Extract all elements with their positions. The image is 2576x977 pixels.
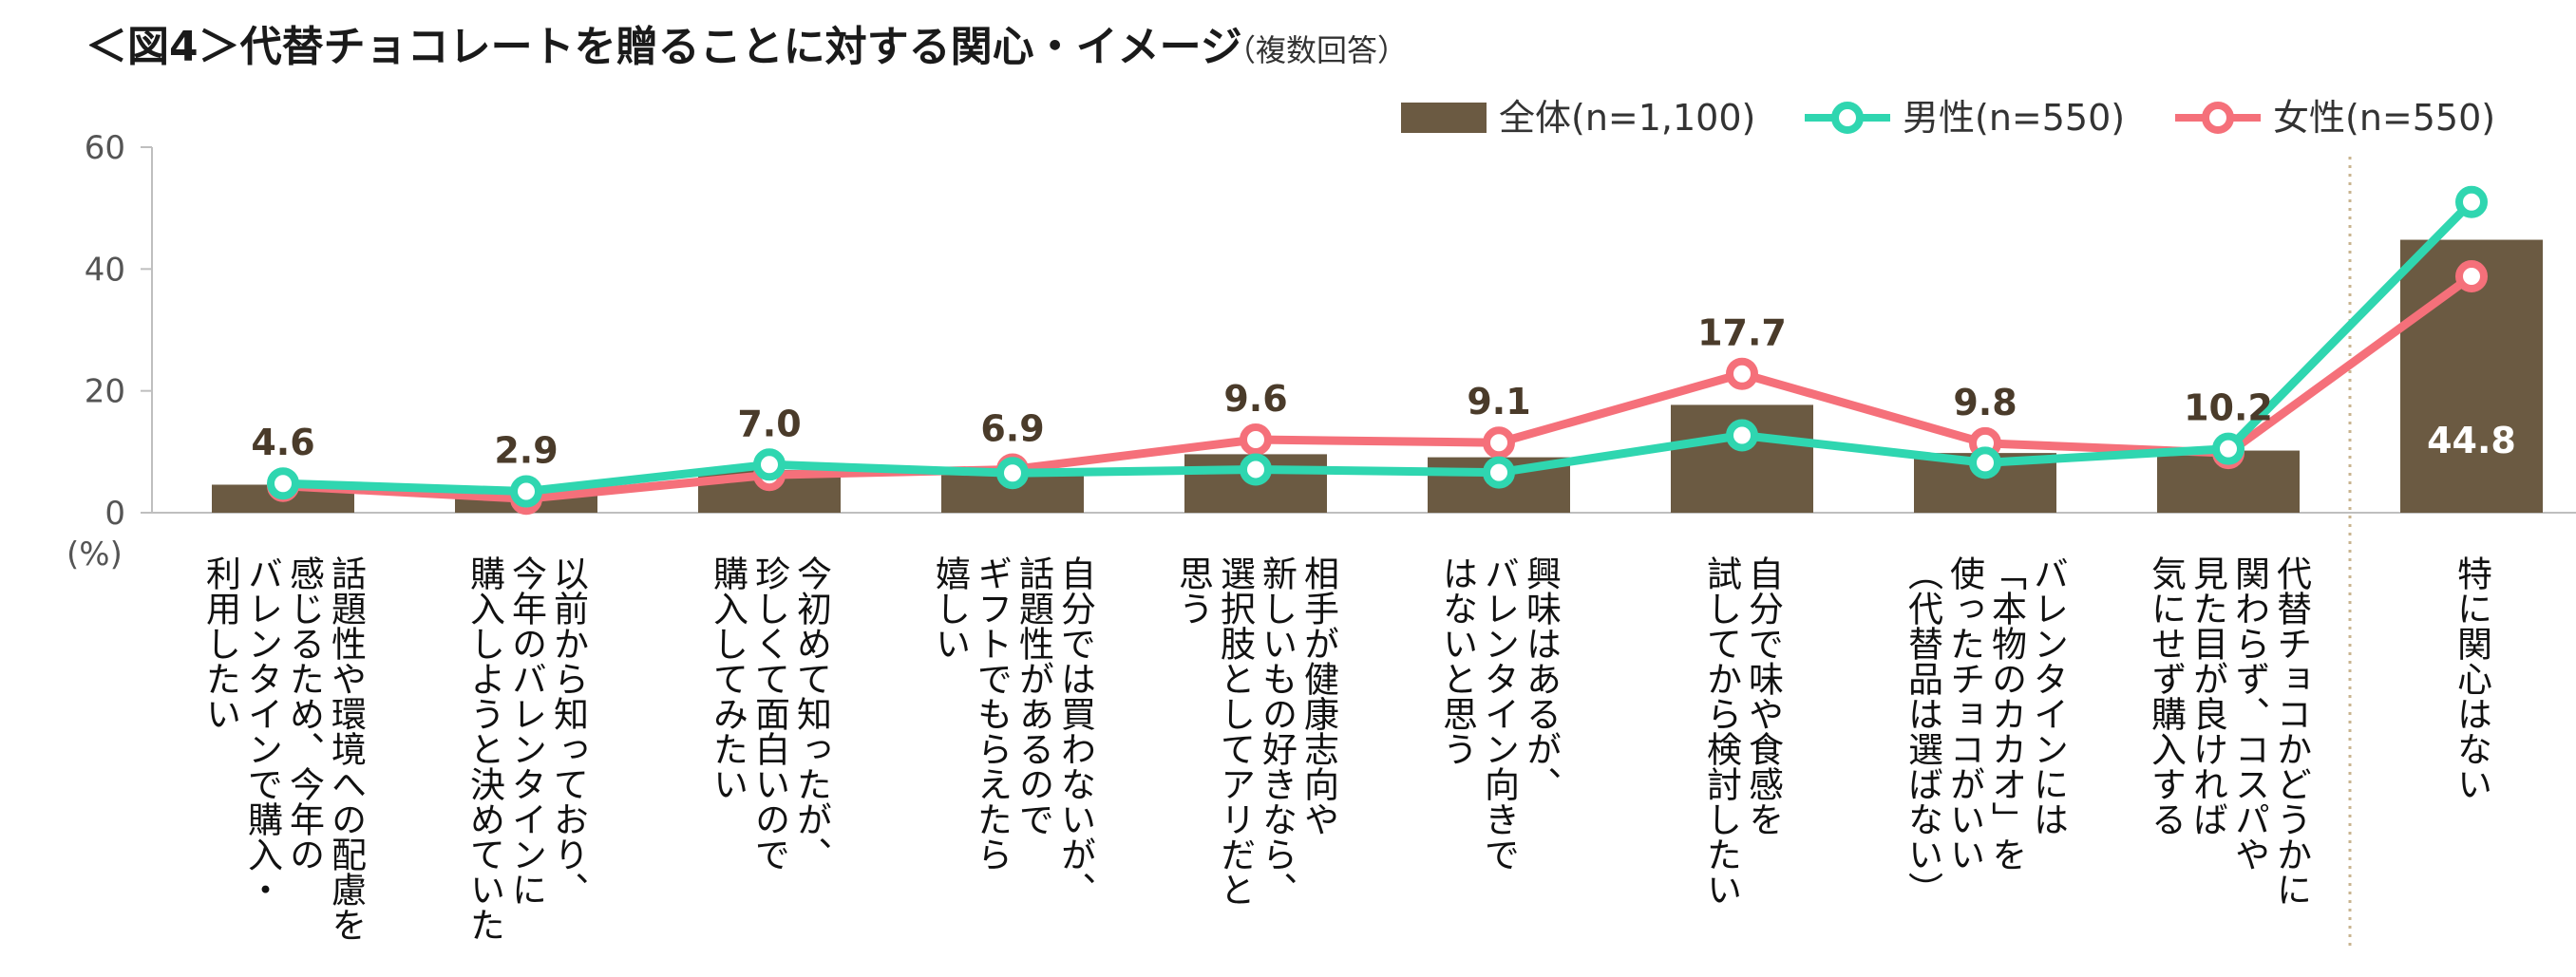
data-labels: 4.6 2.9 7.0 6.9 9.6 9.1 17.7 9.8 10.2 44.8	[251, 312, 2516, 472]
series-line	[282, 272, 2474, 503]
category-label: 自分で味や食感を	[1743, 555, 1784, 836]
series-line	[282, 198, 2475, 497]
series-point	[996, 457, 1029, 490]
legend-label-male: 男性(n=550)	[1903, 97, 2125, 139]
category-label: （代替品は選ばない）	[1903, 555, 1944, 907]
data-label: 44.8	[2427, 420, 2516, 461]
series-point	[510, 475, 542, 508]
category-label: 話題性があるので	[1013, 555, 1054, 836]
category-label: 新しいもの好きなら、	[1257, 555, 1298, 907]
series-point	[1726, 357, 1758, 390]
category-label: バレンタイン向きで	[1479, 555, 1520, 872]
category-label: 試してから検討したい	[1701, 555, 1742, 907]
legend-marker-male	[1831, 102, 1864, 134]
category-label: 以前から知っており、	[548, 555, 589, 907]
category-label: バレンタインには	[2028, 555, 2069, 836]
legend: 全体(n=1,100) 男性(n=550) 女性(n=550)	[1401, 97, 2495, 139]
category-label: 選択肢としてアリだと	[1215, 555, 1256, 907]
category-label: 見た目が良ければ	[2188, 555, 2228, 836]
category-label: 代替チョコかどうかに	[2271, 555, 2313, 907]
data-label: 17.7	[1697, 312, 1787, 354]
category-label: バレンタインで購入・	[242, 555, 283, 907]
data-label: 7.0	[737, 403, 801, 444]
category-label: 「本物のカカオ」を	[1986, 555, 2028, 872]
category-label: 今初めて知ったが、	[791, 555, 832, 872]
data-label: 6.9	[980, 407, 1044, 449]
series-point	[1726, 419, 1758, 452]
y-tick-label: 0	[104, 495, 125, 533]
y-tick-label: 40	[85, 251, 125, 289]
category-label: 思う	[1173, 555, 1214, 626]
series-point	[2455, 185, 2488, 218]
series-lines	[267, 185, 2488, 516]
series-point	[1240, 453, 1272, 486]
category-label: 感じるため、今年の	[284, 555, 325, 872]
category-label: 購入しようと決めていた	[464, 555, 505, 942]
category-label: 自分では買わないが、	[1055, 555, 1096, 907]
data-label: 2.9	[494, 430, 558, 472]
data-label: 9.6	[1223, 378, 1287, 420]
data-label: 4.6	[251, 422, 314, 463]
series-point	[1969, 446, 2001, 479]
category-label: 珍しくて面白いので	[749, 555, 790, 872]
category-label: 購入してみたい	[708, 555, 748, 801]
y-tick-label: 20	[85, 373, 125, 411]
series-point	[753, 448, 786, 481]
data-label: 10.2	[2184, 387, 2273, 429]
data-label: 9.8	[1953, 382, 2017, 423]
series-point	[2455, 260, 2488, 293]
legend-marker-female	[2202, 102, 2234, 134]
legend-swatch-overall	[1401, 103, 1487, 133]
category-label: 相手が健康志向や	[1298, 555, 1339, 836]
series-point	[267, 467, 299, 500]
category-label: 興味はあるが、	[1521, 555, 1562, 801]
legend-label-overall: 全体(n=1,100)	[1499, 97, 1755, 139]
category-label: 使ったチョコがいい	[1944, 555, 1986, 872]
series-point	[2212, 432, 2245, 465]
category-label: ギフトでもらえたら	[972, 555, 1013, 872]
category-label: 関わらず、コスパや	[2229, 555, 2270, 872]
series-point	[1483, 426, 1515, 460]
data-label: 9.1	[1467, 381, 1530, 423]
series-point	[1483, 456, 1515, 489]
chart-title: ＜図4＞代替チョコレートを贈ることに対する関心・イメージ	[85, 23, 1242, 71]
chart-subtitle: （複数回答）	[1225, 32, 1408, 68]
legend-label-female: 女性(n=550)	[2273, 97, 2495, 139]
category-label: 利用したい	[200, 555, 242, 731]
category-label: はないと思う	[1437, 555, 1478, 766]
series-point	[1240, 423, 1272, 456]
y-tick-label: 60	[85, 129, 125, 167]
category-label: 話題性や環境への配慮を	[326, 555, 367, 942]
category-label: 嬉しい	[930, 555, 971, 661]
category-label: 特に関心はない	[2452, 555, 2492, 801]
category-label: 今年のバレンタインに	[506, 555, 547, 907]
y-axis-unit-label: (%)	[66, 535, 123, 573]
category-label: 気にせず購入する	[2146, 555, 2187, 836]
